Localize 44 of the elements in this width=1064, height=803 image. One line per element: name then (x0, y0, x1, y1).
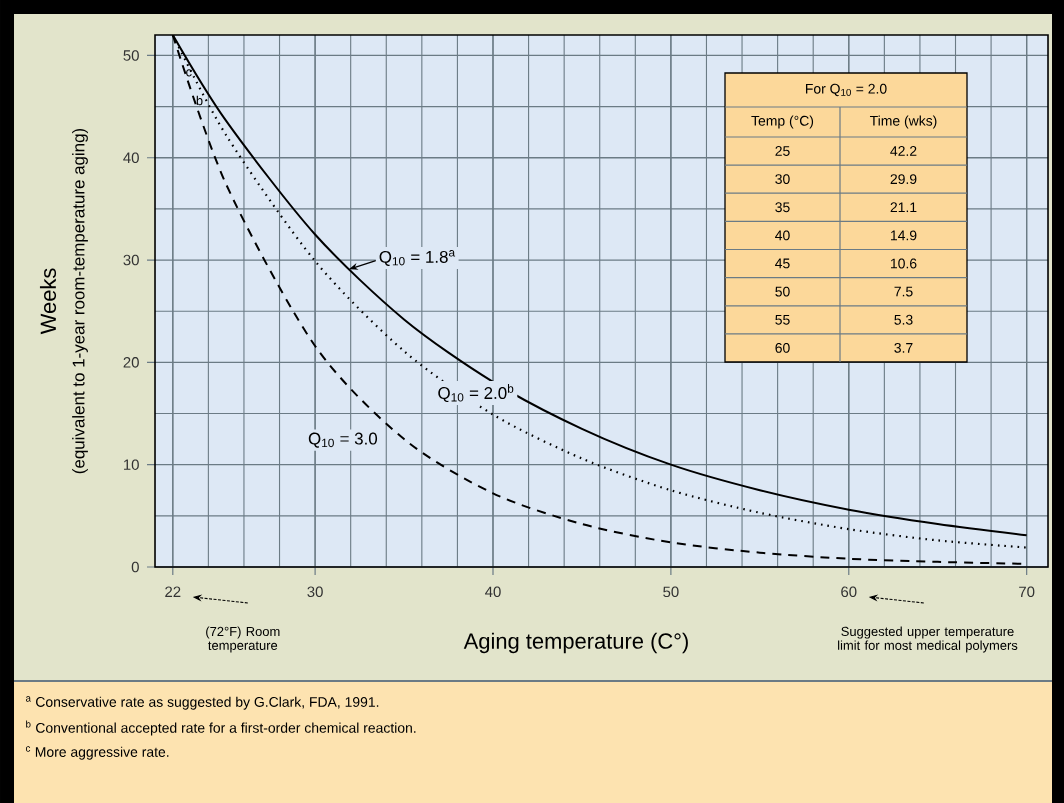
text: $^{c}$ More aggressive rate. (25, 746, 169, 760)
annotation: 21.1 (890, 202, 917, 213)
y-tick-label: 20 (123, 357, 139, 368)
series-label: Q$_{10}$ = 3.0 (308, 432, 378, 448)
x-tick-label: 22 (165, 586, 181, 597)
annotation: 3.7 (894, 342, 913, 353)
x-tick-label: 60 (841, 586, 857, 598)
y-tick-label: 30 (123, 254, 139, 266)
annotation: 55 (775, 314, 790, 325)
annotation: 10.6 (890, 258, 917, 269)
annotation: 45 (775, 258, 790, 269)
series-label: Q$_{10}$ = 2.0$^{b}$ (438, 384, 514, 403)
x-tick-label: 40 (485, 586, 501, 598)
y-tick-label: 0 (131, 561, 139, 573)
x-axis-title: Aging temperature (C°) (463, 632, 688, 654)
text: $^{a}$ Conservative rate as suggested by G.Clark, FDA, 1991. (25, 696, 379, 710)
text: (72°F) Room temperature (206, 626, 280, 653)
annotation: 5.3 (894, 314, 913, 325)
annotation: For Q$_{10}$ = 2.0 (806, 83, 887, 97)
annotation: b (196, 95, 203, 106)
text: $^{b}$ Conventional accepted rate for a first-order chemical reaction. (26, 720, 416, 736)
x-tick-label: 50 (663, 586, 679, 598)
annotation: 40 (775, 230, 790, 241)
annotation: c (186, 69, 192, 77)
legend-label: Q$_{10}$ = 1.8$^{a}$ (379, 250, 456, 266)
y-axis-title: Weeks (39, 268, 57, 335)
x-tick-label: 70 (1019, 586, 1035, 598)
text: Suggested upper temperature limit for most medical polymers (838, 626, 1018, 653)
text: (equivalent to 1-year room-temperature aging) (72, 128, 88, 474)
annotation: Time (wks) (869, 115, 937, 129)
annotation: Temp (°C) (751, 115, 814, 129)
annotation: 14.9 (890, 230, 917, 241)
annotation: 35 (775, 202, 790, 213)
annotation: 25 (775, 146, 790, 156)
annotation: 29.9 (890, 174, 917, 185)
annotation: 50 (775, 286, 790, 297)
y-tick-label: 10 (124, 459, 139, 470)
y-tick-label: 40 (123, 152, 139, 164)
y-tick-label: 50 (123, 50, 139, 61)
x-tick-label: 30 (307, 586, 323, 598)
annotation: 60 (775, 342, 790, 353)
annotation: 30 (775, 174, 790, 185)
annotation: 42.2 (890, 146, 917, 156)
annotation: 7.5 (894, 286, 913, 297)
